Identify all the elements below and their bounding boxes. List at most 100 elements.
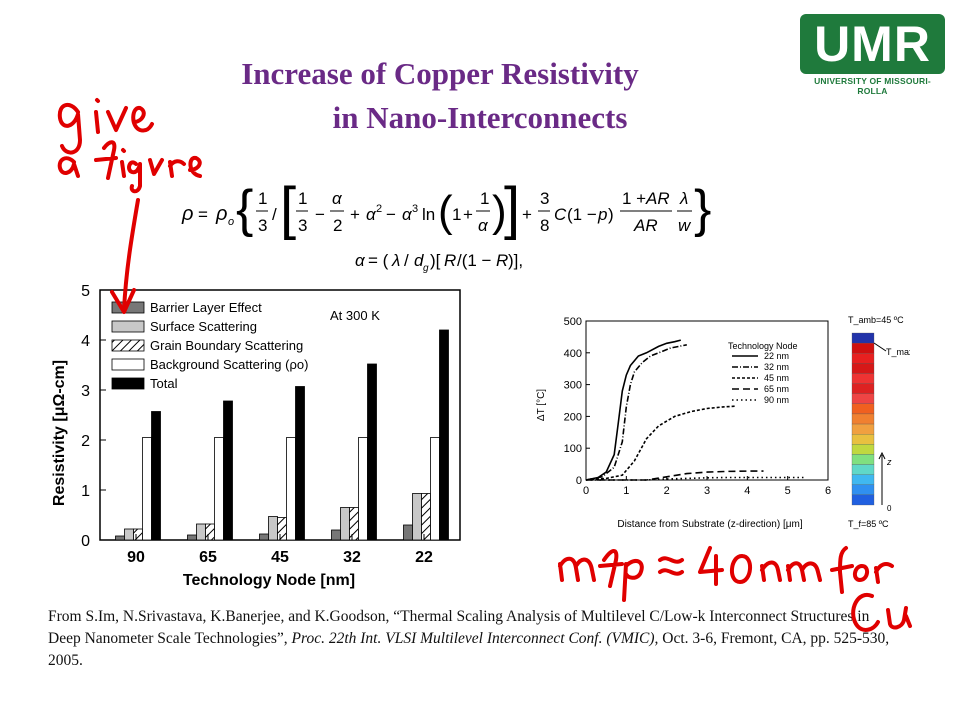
y-tick-label: 100 bbox=[564, 443, 582, 455]
y-tick-label: 2 bbox=[81, 433, 90, 450]
legend-entry: Background Scattering (ρo) bbox=[150, 357, 308, 372]
series-line-22nm bbox=[585, 339, 682, 481]
series-line-45nm bbox=[585, 405, 736, 481]
bar-background bbox=[286, 437, 296, 541]
thermal-segment bbox=[851, 423, 875, 435]
legend-swatch bbox=[111, 339, 145, 352]
svg-text:−: − bbox=[315, 205, 325, 224]
x-axis-label: Distance from Substrate (z-direction) [μ… bbox=[617, 519, 802, 530]
x-tick-label: 3 bbox=[704, 485, 710, 497]
svg-text:w: w bbox=[678, 216, 692, 235]
bar-grain bbox=[133, 528, 143, 541]
svg-text:)],: )], bbox=[508, 251, 523, 270]
svg-text:g: g bbox=[423, 263, 429, 273]
bar-background bbox=[142, 437, 152, 541]
tmax-pointer bbox=[873, 342, 887, 352]
bar-grain bbox=[349, 507, 359, 541]
svg-text:3: 3 bbox=[298, 216, 307, 235]
legend-entry: 22 nm bbox=[764, 351, 789, 361]
bar-surface bbox=[412, 493, 422, 541]
svg-text:+: + bbox=[522, 205, 532, 224]
y-axis-label: ΔT [°C] bbox=[536, 389, 547, 421]
thermal-segment bbox=[851, 373, 875, 384]
bar-total bbox=[367, 363, 377, 541]
legend-entry: 32 nm bbox=[764, 362, 789, 372]
logo-badge bbox=[800, 14, 945, 74]
svg-text:2: 2 bbox=[333, 216, 342, 235]
svg-text:1: 1 bbox=[258, 189, 267, 208]
svg-text:d: d bbox=[414, 251, 424, 270]
svg-text:/: / bbox=[272, 205, 277, 224]
handwriting-mfp bbox=[558, 546, 894, 602]
z-axis-arrowhead bbox=[878, 451, 886, 460]
svg-text:+: + bbox=[350, 205, 360, 224]
svg-text:ρ: ρ bbox=[181, 203, 193, 225]
thermal-segment bbox=[851, 434, 875, 445]
x-tick-label: 5 bbox=[785, 485, 791, 497]
x-tick-label: 32 bbox=[343, 549, 361, 566]
svg-text:/: / bbox=[404, 251, 409, 270]
svg-text:−: − bbox=[386, 205, 396, 224]
thermal-segment bbox=[851, 393, 875, 404]
bar-total bbox=[295, 386, 305, 541]
bar-barrier bbox=[115, 535, 125, 541]
svg-text:+: + bbox=[463, 205, 473, 224]
legend-entry: Total bbox=[150, 376, 178, 391]
svg-text:8: 8 bbox=[540, 216, 549, 235]
logo-text: UMR bbox=[814, 16, 931, 72]
bar-surface bbox=[124, 528, 134, 541]
svg-text:=: = bbox=[198, 205, 208, 224]
bar-surface bbox=[268, 516, 278, 541]
svg-text:p: p bbox=[597, 205, 607, 224]
ambient-temperature-label: T_amb=45 ºC bbox=[848, 315, 904, 325]
slide-title: Increase of Copper Resistivity in Nano-I… bbox=[180, 52, 700, 140]
x-tick-label: 0 bbox=[583, 485, 589, 497]
thermal-segment bbox=[851, 403, 875, 415]
z-zero-label: 0 bbox=[887, 504, 892, 513]
svg-text:2: 2 bbox=[376, 203, 382, 215]
thermal-segment bbox=[851, 474, 875, 485]
svg-text:= (: = ( bbox=[368, 251, 389, 270]
svg-text:/(1 −: /(1 − bbox=[457, 251, 492, 270]
legend-swatch bbox=[111, 320, 145, 333]
thermal-segment bbox=[851, 484, 875, 496]
y-tick-label: 1 bbox=[81, 483, 90, 500]
svg-text:1 +: 1 + bbox=[622, 189, 646, 208]
z-axis-label: z bbox=[886, 457, 892, 467]
legend-swatch bbox=[111, 358, 145, 371]
svg-text:[: [ bbox=[280, 178, 296, 241]
x-tick-label: 90 bbox=[127, 549, 145, 566]
title-line-1: Increase of Copper Resistivity bbox=[241, 56, 639, 91]
svg-text:ρ: ρ bbox=[215, 203, 227, 225]
legend-swatch bbox=[111, 301, 145, 314]
bar-surface bbox=[340, 507, 350, 541]
svg-text:o: o bbox=[228, 216, 234, 228]
svg-text:1: 1 bbox=[298, 189, 307, 208]
svg-text:}: } bbox=[694, 180, 711, 238]
legend-entry: 65 nm bbox=[764, 384, 789, 394]
svg-text:3: 3 bbox=[258, 216, 267, 235]
thermal-segment bbox=[851, 353, 875, 364]
y-tick-label: 4 bbox=[81, 333, 90, 350]
y-tick-label: 3 bbox=[81, 383, 90, 400]
x-tick-label: 22 bbox=[415, 549, 433, 566]
svg-text:α: α bbox=[355, 251, 366, 270]
svg-text:{: { bbox=[236, 180, 253, 238]
svg-text:): ) bbox=[492, 187, 507, 236]
svg-text:]: ] bbox=[504, 178, 520, 241]
bar-background bbox=[214, 437, 224, 541]
x-tick-label: 65 bbox=[199, 549, 217, 566]
y-tick-label: 5 bbox=[81, 283, 90, 300]
thermal-segment bbox=[851, 454, 875, 465]
thermal-segment bbox=[851, 383, 875, 394]
series-line-32nm bbox=[585, 344, 687, 481]
y-axis-label: Resistivity [μΩ-cm] bbox=[51, 360, 68, 506]
svg-text:1: 1 bbox=[480, 189, 489, 208]
bar-total bbox=[223, 400, 233, 541]
thermal-segment bbox=[851, 494, 875, 506]
legend-entry: Surface Scattering bbox=[150, 319, 257, 334]
svg-text:AR: AR bbox=[633, 216, 658, 235]
legend-entry: Grain Boundary Scattering bbox=[150, 338, 303, 353]
